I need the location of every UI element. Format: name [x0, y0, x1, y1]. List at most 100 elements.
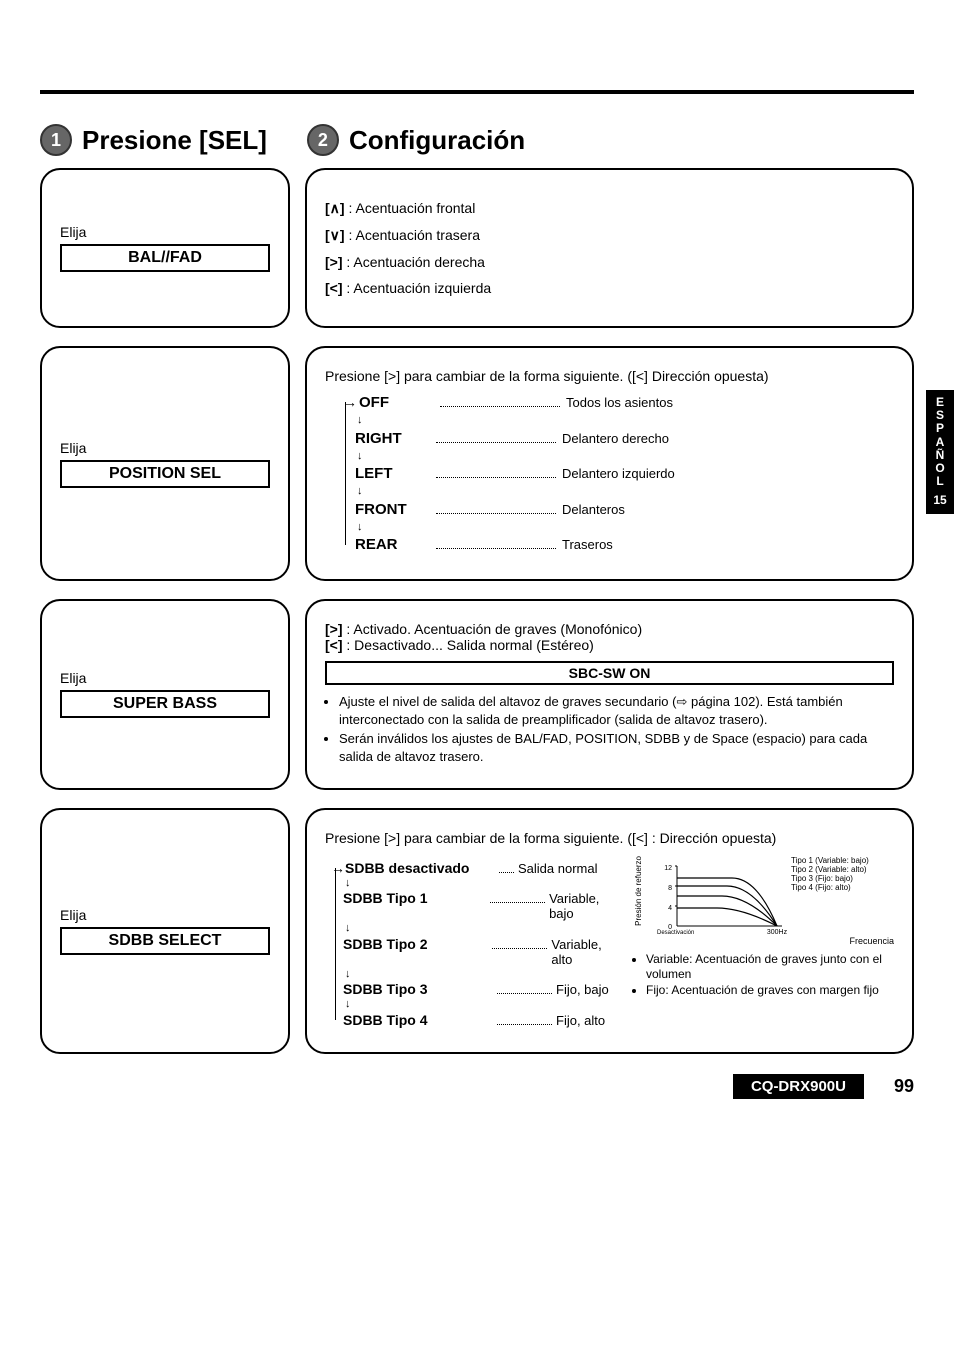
option-balfad: BAL//FAD [60, 244, 270, 272]
key: [∨] [325, 227, 345, 243]
key: [>] [325, 621, 343, 637]
sbc-box: SBC-SW ON [325, 661, 894, 685]
down-arrow-icon: ↓ [345, 1001, 624, 1008]
bullet: Ajuste el nivel de salida del altavoz de… [339, 693, 894, 728]
dots [492, 948, 547, 949]
left-panel-superbass: Elija SUPER BASS [40, 599, 290, 789]
model-box: CQ-DRX900U [733, 1074, 864, 1099]
dots [436, 442, 556, 443]
dots [497, 993, 552, 994]
key: [<] [325, 280, 343, 296]
bullet-list: Ajuste el nivel de salida del altavoz de… [325, 693, 894, 765]
lang-letter: A [926, 436, 954, 449]
option-position: POSITION SEL [60, 460, 270, 488]
left-panel-balfad: Elija BAL//FAD [40, 168, 290, 328]
down-arrow-icon: ↓ [357, 417, 894, 424]
lang-letter: P [926, 422, 954, 435]
sdbb-graph: 12 8 4 0 300Hz Desactivación [647, 856, 787, 936]
headings: 1 Presione [SEL] 2 Configuración [40, 124, 914, 156]
dots [499, 872, 514, 873]
desc: : Activado. Acentuación de graves (Monof… [346, 621, 642, 637]
elija-label: Elija [60, 670, 270, 686]
step-1-title: Presione [SEL] [82, 125, 267, 156]
graph-bullets: Variable: Acentuación de graves junto co… [634, 952, 894, 998]
legend-item: Tipo 4 (Fijo: alto) [791, 883, 869, 892]
cfg-line: [<] : Acentuación izquierda [325, 280, 894, 296]
sdbb-desc: Fijo, bajo [556, 982, 609, 997]
pos-desc: Delantero derecho [562, 431, 669, 446]
sdbb-desc: Salida normal [518, 861, 598, 876]
dots [436, 477, 556, 478]
ytick: 12 [664, 865, 672, 872]
step-1-badge: 1 [40, 124, 72, 156]
sdbb-label: SDBB Tipo 1 [343, 890, 486, 906]
sdbb-label: SDBB Tipo 4 [343, 1012, 493, 1028]
legend-item: Tipo 2 (Variable: alto) [791, 865, 869, 874]
cfg-line: [>] : Activado. Acentuación de graves (M… [325, 621, 894, 637]
x-axis-label: Frecuencia [634, 936, 894, 946]
pos-desc: Delantero izquierdo [562, 466, 675, 481]
right-panel-superbass: [>] : Activado. Acentuación de graves (M… [305, 599, 914, 789]
row-balfad: Elija BAL//FAD [∧] : Acentuación frontal… [40, 168, 914, 328]
bullet: Fijo: Acentuación de graves con margen f… [646, 983, 894, 998]
left-panel-sdbb: Elija SDBB SELECT [40, 808, 290, 1054]
key: [<] [325, 637, 343, 653]
y-axis-label: Presión de refuerzo [634, 856, 643, 926]
dots [436, 513, 556, 514]
pos-desc: Todos los asientos [566, 395, 673, 410]
desc: : Acentuación izquierda [346, 280, 491, 296]
step-2-badge: 2 [307, 124, 339, 156]
pos-desc: Traseros [562, 537, 613, 552]
pos-desc: Delanteros [562, 502, 625, 517]
sdbb-label: SDBB desactivado [345, 860, 495, 876]
down-arrow-icon: ↓ [357, 488, 894, 495]
down-arrow-icon: ↓ [345, 880, 624, 887]
instruction: Presione [>] para cambiar de la forma si… [325, 368, 894, 384]
down-arrow-icon: ↓ [357, 524, 894, 531]
ytick: 4 [668, 905, 672, 912]
right-panel-position: Presione [>] para cambiar de la forma si… [305, 346, 914, 581]
desc: : Acentuación trasera [348, 227, 480, 243]
graph-legend: Tipo 1 (Variable: bajo) Tipo 2 (Variable… [791, 856, 869, 892]
curve [677, 886, 777, 926]
left-panel-position: Elija POSITION SEL [40, 346, 290, 581]
legend-item: Tipo 1 (Variable: bajo) [791, 856, 869, 865]
option-superbass: SUPER BASS [60, 690, 270, 718]
instruction: Presione [>] para cambiar de la forma si… [325, 830, 894, 846]
x-marker: 300Hz [767, 929, 787, 936]
elija-label: Elija [60, 440, 270, 456]
desc: : Acentuación frontal [348, 200, 475, 216]
elija-label: Elija [60, 224, 270, 240]
pos-label: OFF [359, 394, 434, 411]
down-arrow-icon: ↓ [345, 971, 624, 978]
sdbb-desc: Variable, bajo [549, 891, 624, 921]
graph-area: Presión de refuerzo 12 8 4 0 [634, 856, 894, 999]
flow-arrow-icon: → [343, 394, 357, 410]
lang-letter: Ñ [926, 449, 954, 462]
cfg-line: [∨] : Acentuación trasera [325, 227, 894, 244]
right-panel-sdbb: Presione [>] para cambiar de la forma si… [305, 808, 914, 1054]
top-rule [40, 90, 914, 94]
sdbb-label: SDBB Tipo 3 [343, 981, 493, 997]
lang-letter: L [926, 475, 954, 488]
pos-label: LEFT [355, 465, 430, 482]
dots [436, 548, 556, 549]
ytick: 8 [668, 885, 672, 892]
footer: CQ-DRX900U 99 [40, 1074, 914, 1099]
desc: : Acentuación derecha [346, 254, 485, 270]
cfg-line: [∧] : Acentuación frontal [325, 200, 894, 217]
sdbb-label: SDBB Tipo 2 [343, 936, 488, 952]
legend-item: Tipo 3 (Fijo: bajo) [791, 874, 869, 883]
step-2-title: Configuración [349, 125, 525, 156]
row-sdbb: Elija SDBB SELECT Presione [>] para camb… [40, 808, 914, 1054]
cfg-line: [<] : Desactivado... Salida normal (Esté… [325, 637, 894, 653]
dots [490, 902, 545, 903]
right-panel-balfad: [∧] : Acentuación frontal [∨] : Acentuac… [305, 168, 914, 328]
bullet: Variable: Acentuación de graves junto co… [646, 952, 894, 982]
curve [677, 896, 777, 926]
pos-label: REAR [355, 536, 430, 553]
curve [677, 908, 777, 926]
position-flow: →OFFTodos los asientos ↓ RIGHTDelantero … [345, 394, 894, 553]
down-arrow-icon: ↓ [345, 925, 624, 932]
off-label: Desactivación [657, 930, 694, 936]
